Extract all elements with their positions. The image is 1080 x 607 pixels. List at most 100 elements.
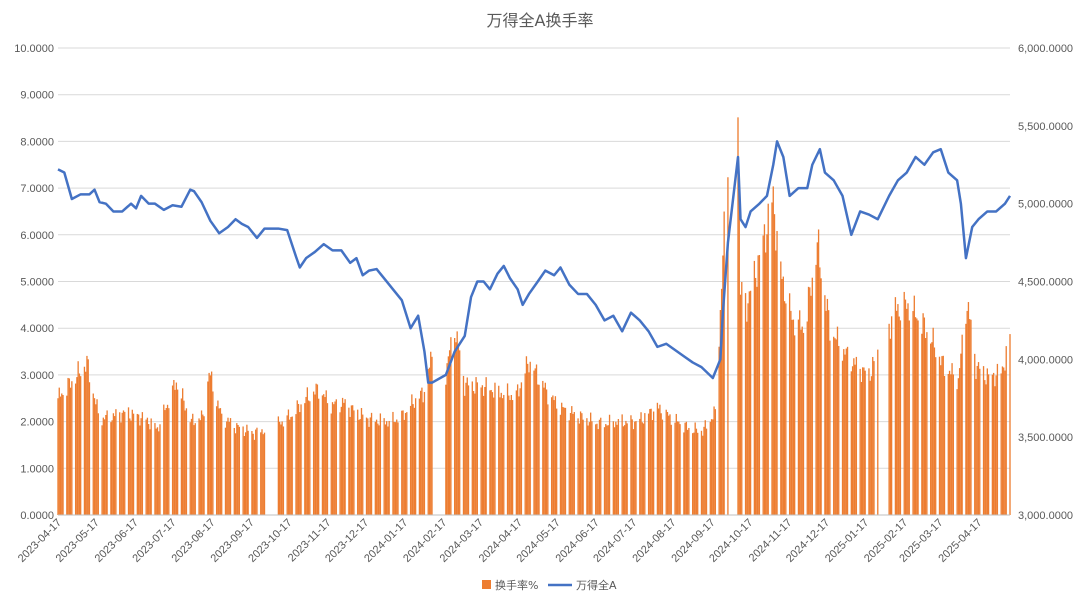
turnover-bar [992,372,995,515]
turnover-bar [932,327,934,515]
turnover-bar [307,400,310,515]
turnover-bar [982,366,985,515]
turnover-bar [586,418,588,515]
turnover-bar [826,298,829,515]
turnover-bar [386,421,388,515]
turnover-bar [896,310,898,515]
turnover-bar [357,409,359,515]
turnover-bar [824,295,826,515]
turnover-bar [101,425,103,515]
turnover-bar [579,411,582,515]
turnover-bar [1001,366,1004,515]
turnover-bar [1005,346,1007,515]
turnover-bar [499,397,501,515]
turnover-bar [903,291,905,515]
turnover-bar [490,389,492,515]
turnover-bar [943,375,946,515]
turnover-bar [427,369,429,515]
left-tick-label: 8.0000 [20,136,54,148]
turnover-bar [304,403,306,515]
turnover-bar [553,400,555,515]
turnover-bar [669,414,671,515]
turnover-bar [868,368,870,515]
turnover-bar [467,385,470,515]
turnover-bar [916,318,918,515]
turnover-bar [171,385,174,515]
turnover-bar [757,255,759,515]
turnover-bar [961,334,963,515]
turnover-bar [630,415,632,515]
turnover-bar [870,376,873,515]
turnover-bar [243,436,246,515]
turnover-bar [616,424,618,515]
turnover-bar [544,382,546,515]
turnover-bar [510,395,512,515]
turnover-bar [809,287,811,515]
turnover-bar [603,427,606,515]
turnover-bar [140,418,142,515]
turnover-bar [948,370,951,515]
turnover-bar [335,399,337,515]
turnover-bar [96,399,98,515]
turnover-bar [80,376,82,515]
turnover-bar [525,356,528,515]
turnover-bar [596,423,598,515]
turnover-bar [765,252,767,516]
turnover-bar [92,393,94,515]
turnover-bar [913,295,915,515]
turnover-bar [668,415,670,515]
turnover-bar [923,317,926,515]
turnover-bar [529,361,531,515]
turnover-bar [175,382,178,515]
turnover-bar [613,427,616,515]
turnover-bar [132,413,135,515]
turnover-bar [970,319,972,515]
turnover-bar [330,413,332,515]
turnover-bar [244,432,247,515]
turnover-bar [318,398,320,515]
turnover-bar [650,408,652,515]
turnover-bar [661,419,664,515]
legend-label-bar: 换手率% [495,578,538,592]
turnover-bar [314,394,316,515]
turnover-bar [503,394,505,515]
turnover-bar [578,423,580,515]
turnover-bar [388,420,390,515]
turnover-bar [854,364,856,515]
left-tick-label: 3.0000 [20,370,54,382]
turnover-bar [912,311,914,515]
turnover-bar [498,385,500,515]
turnover-bar [367,418,369,515]
turnover-bar [621,414,623,515]
turnover-bar [446,363,448,515]
turnover-bar [466,377,468,515]
turnover-bar [377,423,379,515]
turnover-bar [379,413,382,515]
turnover-bar [217,400,219,515]
turnover-bar [960,353,962,515]
turnover-bar [105,415,107,515]
turnover-bar [994,386,996,515]
turnover-bar [76,377,78,515]
turnover-bar [550,397,553,515]
turnover-bar [154,423,156,515]
turnover-bar [289,419,291,515]
turnover-bar [251,431,253,515]
turnover-bar [991,374,994,515]
turnover-bar [110,422,112,515]
turnover-bar [333,404,335,515]
turnover-bar [208,372,210,515]
turnover-bar [967,302,970,515]
turnover-bar [930,343,932,515]
turnover-bar [353,410,355,515]
turnover-bar [834,338,836,515]
turnover-bar [781,278,783,515]
legend: 换手率% 万得全A [482,578,617,592]
turnover-bar [772,186,774,516]
turnover-bar [183,400,185,515]
turnover-bar [481,385,484,515]
turnover-bar [189,422,191,515]
turnover-bar [406,412,408,515]
turnover-bar [384,424,387,515]
